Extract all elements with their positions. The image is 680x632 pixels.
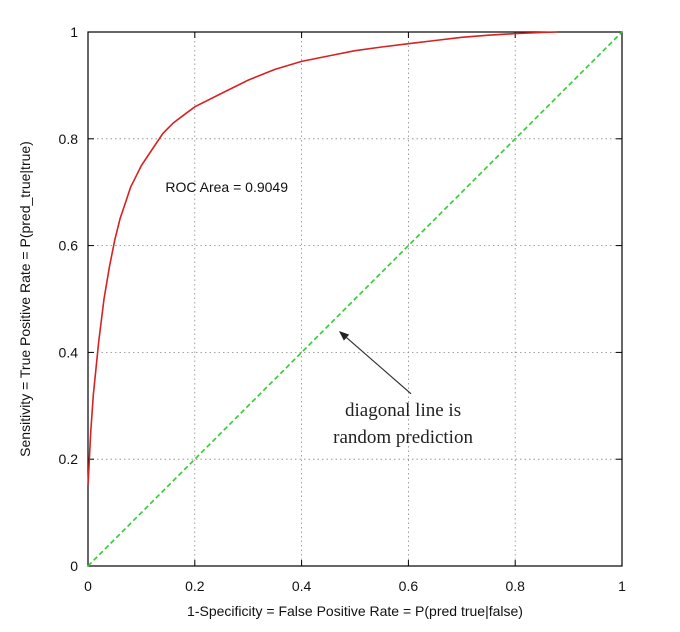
y-axis-ticks: 0 0.2 0.4 0.6 0.8 1 (59, 24, 622, 574)
diagonal-note-line-2: random prediction (333, 427, 473, 448)
plot-frame (87, 31, 623, 567)
roc-area-annotation: ROC Area = 0.9049 (165, 179, 288, 195)
x-tick-label: 0.6 (399, 578, 419, 594)
y-tick-label: 0.2 (59, 451, 79, 467)
x-tick-label: 0.4 (292, 578, 312, 594)
series-group (87, 31, 623, 567)
y-tick-label: 1 (70, 24, 78, 40)
x-axis-ticks: 0 0.2 0.4 0.6 0.8 1 (84, 32, 626, 594)
x-tick-label: 0.2 (185, 578, 205, 594)
y-tick-label: 0.8 (59, 131, 79, 147)
annotation-arrowhead (338, 331, 350, 341)
x-tick-label: 0.8 (505, 578, 525, 594)
y-axis-label: Sensitivity = True Positive Rate = P(pre… (17, 141, 33, 457)
x-tick-label: 0 (84, 578, 92, 594)
grid (88, 32, 622, 566)
y-tick-label: 0 (70, 558, 78, 574)
x-axis-label: 1-Specificity = False Positive Rate = P(… (187, 603, 523, 619)
x-tick-label: 1 (618, 578, 626, 594)
random-diagonal-line (87, 31, 623, 567)
annotation-arrow (346, 337, 412, 395)
y-tick-label: 0.4 (59, 344, 79, 360)
roc-curve-line (87, 31, 558, 486)
diagonal-note-line-1: diagonal line is (345, 400, 461, 421)
y-tick-label: 0.6 (59, 238, 79, 254)
